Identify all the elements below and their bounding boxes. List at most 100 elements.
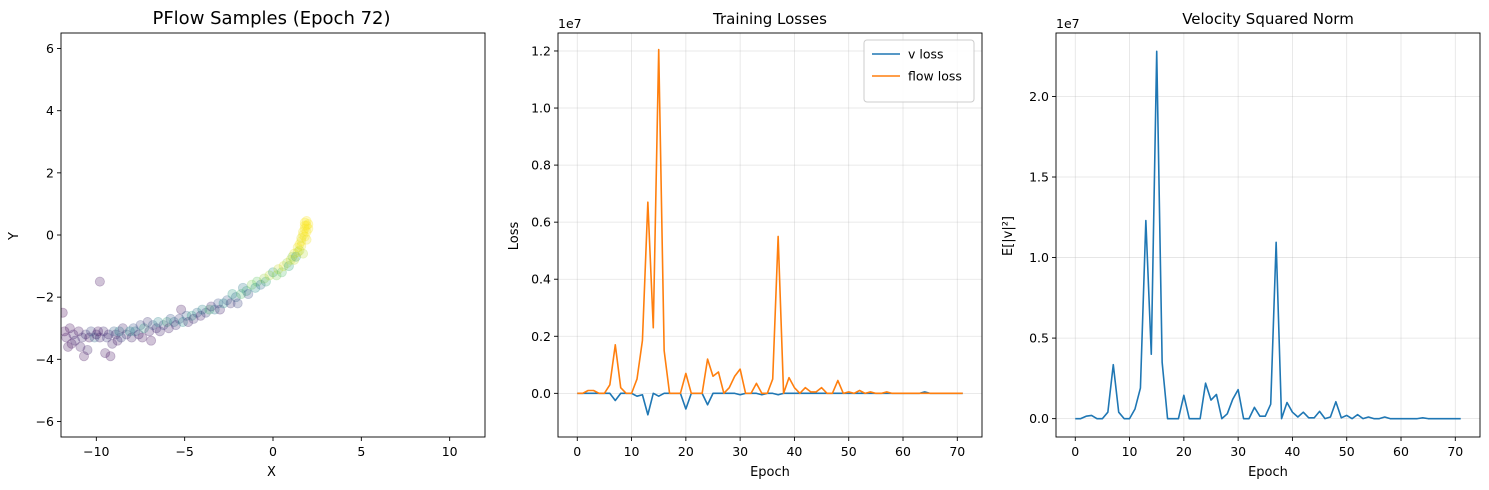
data-point: [137, 332, 148, 343]
scatter-ytick-label: 6: [46, 41, 54, 56]
data-point: [289, 248, 300, 259]
scatter-title: PFlow Samples (Epoch 72): [152, 8, 390, 29]
data-point: [296, 233, 307, 244]
data-point: [214, 304, 225, 315]
losses-xtick-label: 0: [573, 444, 581, 459]
data-point: [103, 329, 114, 340]
data-point: [154, 326, 165, 337]
scatter-ytick-label: −2: [36, 290, 54, 305]
scatter-panel: PFlow Samples (Epoch 72) X Y −10 −5 0 5 10 −6…: [7, 8, 486, 480]
data-point: [176, 304, 187, 315]
scatter-ytick-label: −4: [36, 352, 54, 367]
scatter-marks: [61, 216, 314, 362]
data-point: [64, 323, 75, 334]
scatter-ytick-label: 2: [46, 165, 54, 180]
data-point: [98, 326, 109, 337]
data-point: [195, 310, 206, 321]
data-point: [86, 326, 97, 337]
data-point: [124, 326, 135, 337]
data-point: [146, 335, 157, 346]
data-point: [139, 323, 150, 334]
scatter-xtick-label: 0: [269, 444, 277, 459]
data-point: [294, 245, 305, 256]
losses-ylabel: Loss: [507, 222, 522, 251]
data-point: [68, 329, 79, 340]
data-point: [260, 276, 271, 287]
data-point: [285, 254, 296, 265]
losses-title: Training Losses: [712, 10, 827, 28]
velocity-ytick-label: 0.0: [1029, 411, 1049, 426]
data-point: [209, 304, 220, 315]
scatter-xlabel: X: [267, 465, 276, 480]
data-point: [147, 320, 158, 331]
data-point: [78, 351, 89, 362]
data-point: [252, 276, 263, 287]
data-point: [292, 242, 303, 253]
losses-offset-text: 1e7: [558, 16, 582, 31]
data-point: [128, 323, 139, 334]
data-point: [133, 329, 144, 340]
data-point: [114, 326, 125, 337]
data-point: [273, 264, 284, 275]
data-point: [298, 226, 309, 237]
velocity-ytick-label: 0.5: [1029, 331, 1049, 346]
data-point: [100, 348, 111, 359]
losses-ytick-label: 0.4: [531, 272, 551, 287]
losses-marks: [577, 48, 963, 416]
data-point: [225, 298, 236, 309]
legend-label: flow loss: [908, 69, 962, 84]
data-point: [94, 276, 105, 287]
data-point: [75, 341, 86, 352]
velocity-marks: [1075, 50, 1461, 420]
data-point: [303, 219, 314, 230]
data-point: [158, 320, 169, 331]
data-point: [271, 270, 282, 281]
data-point: [246, 279, 257, 290]
velocity-offset-text: 1e7: [1056, 16, 1080, 31]
losses-ytick-label: 0.8: [531, 158, 551, 173]
data-point: [243, 289, 254, 300]
data-point: [264, 270, 275, 281]
data-point: [299, 231, 310, 242]
data-point: [301, 234, 312, 245]
data-point: [250, 282, 261, 293]
data-point: [126, 332, 137, 343]
losses-xtick-label: 10: [624, 444, 640, 459]
data-point: [283, 261, 294, 272]
data-point: [77, 332, 88, 343]
data-point: [298, 229, 309, 240]
data-point: [70, 335, 81, 346]
data-point: [109, 326, 120, 337]
scatter-xtick-label: −10: [83, 444, 109, 459]
velocity-norm-panel: Velocity Squared Norm Epoch E[|v|²] 1e7 …: [1001, 10, 1481, 480]
velocity-xtick-label: 0: [1071, 444, 1079, 459]
data-point: [298, 248, 309, 259]
velocity-xlabel: Epoch: [1248, 465, 1288, 480]
losses-xtick-label: 50: [841, 444, 857, 459]
legend-frame: [863, 39, 975, 103]
data-point: [82, 344, 93, 355]
data-point: [61, 326, 70, 337]
data-point: [144, 326, 155, 337]
series-line-flow-loss: [577, 48, 963, 395]
data-point: [267, 267, 278, 278]
data-point: [303, 223, 314, 234]
series-line-velocity-norm: [1075, 50, 1461, 420]
data-point: [206, 301, 217, 312]
scatter-xtick-label: −5: [175, 444, 193, 459]
data-point: [232, 298, 243, 309]
data-point: [107, 338, 118, 349]
data-point: [142, 317, 153, 328]
data-point: [66, 338, 77, 349]
data-point: [161, 317, 172, 328]
velocity-xtick-label: 70: [1447, 444, 1463, 459]
data-point: [237, 282, 248, 293]
data-point: [299, 217, 310, 228]
losses-ytick-label: 0.6: [531, 215, 551, 230]
losses-xlabel: Epoch: [750, 465, 790, 480]
data-point: [255, 279, 266, 290]
data-point: [61, 332, 72, 343]
scatter-xtick-label: 5: [357, 444, 365, 459]
data-point: [292, 247, 303, 258]
